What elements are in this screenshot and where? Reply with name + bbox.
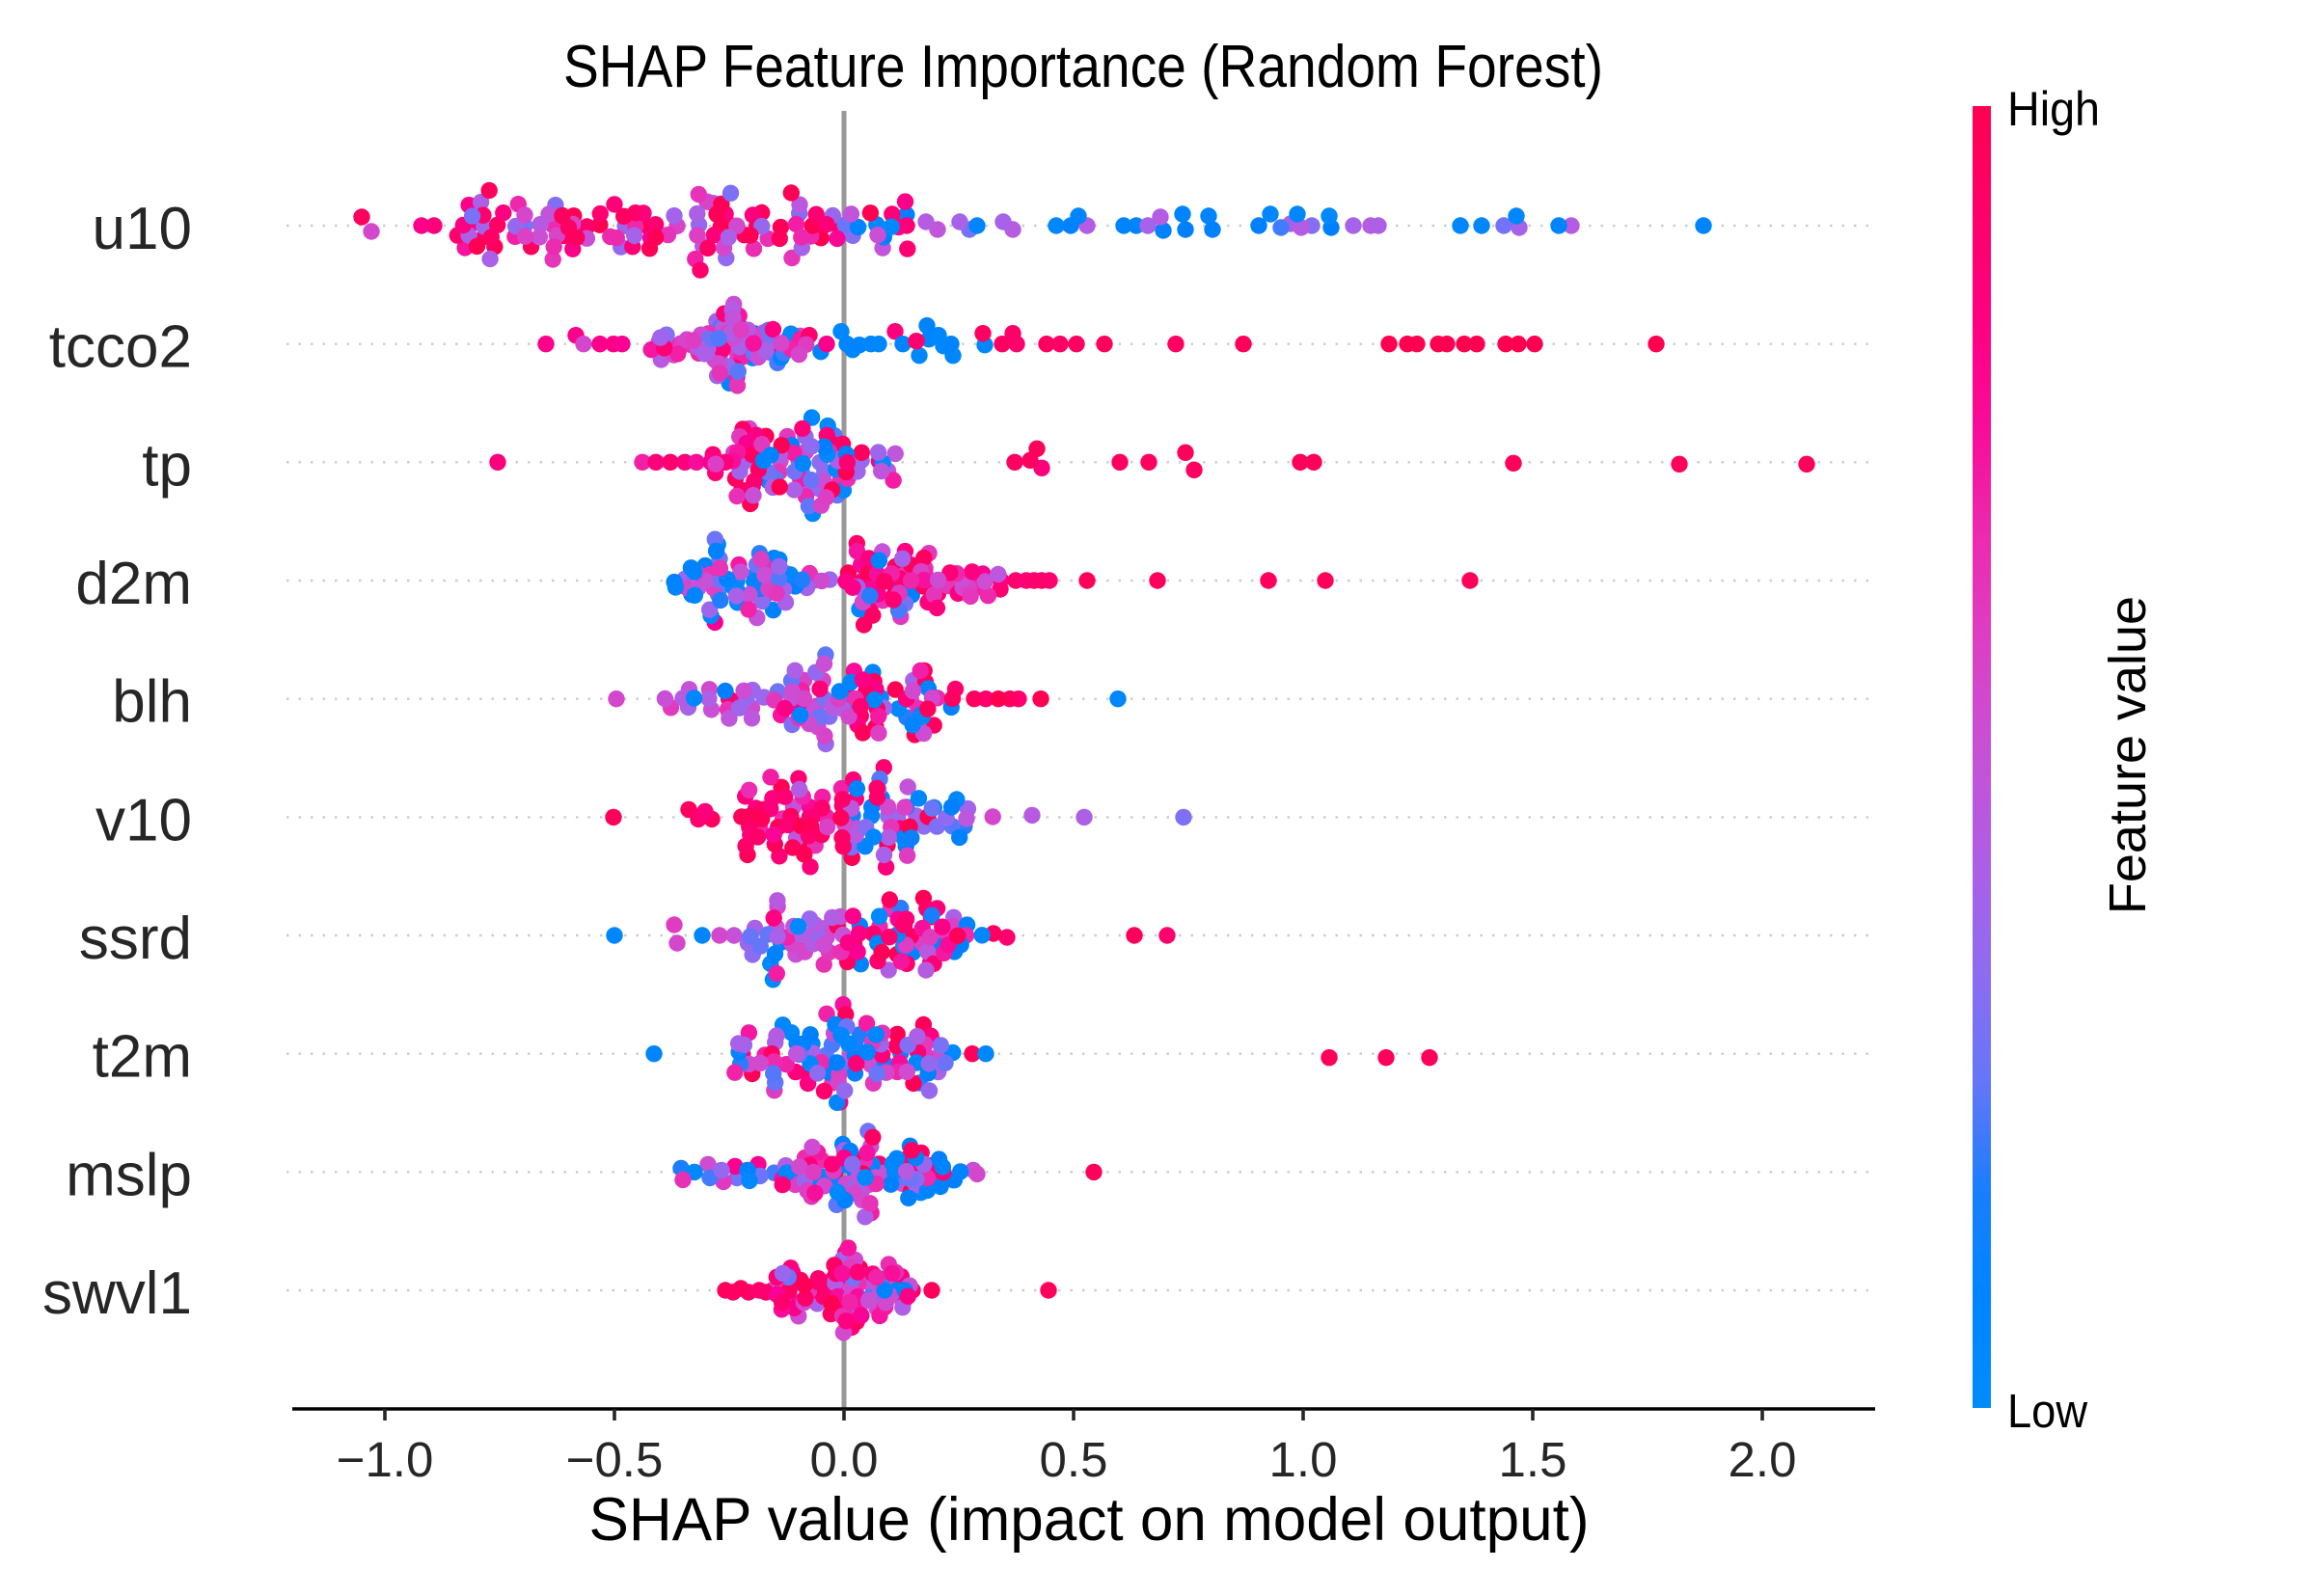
svg-text:SHAP value (impact on model ou: SHAP value (impact on model output)	[589, 1486, 1590, 1554]
svg-text:t2m: t2m	[93, 1024, 192, 1091]
svg-text:u10: u10	[93, 196, 192, 262]
svg-text:d2m: d2m	[75, 551, 192, 617]
svg-text:−1.0: −1.0	[337, 1432, 434, 1487]
svg-text:1.0: 1.0	[1269, 1432, 1338, 1487]
svg-text:tp: tp	[142, 432, 192, 499]
svg-text:swvl1: swvl1	[42, 1260, 192, 1327]
svg-text:High: High	[2007, 82, 2100, 136]
svg-text:ssrd: ssrd	[79, 906, 192, 972]
svg-text:1.5: 1.5	[1499, 1432, 1567, 1487]
svg-text:Low: Low	[2007, 1386, 2088, 1438]
svg-text:0.0: 0.0	[810, 1432, 879, 1487]
svg-text:0.5: 0.5	[1040, 1432, 1108, 1487]
svg-text:mslp: mslp	[66, 1142, 192, 1208]
svg-text:−0.5: −0.5	[566, 1432, 664, 1487]
svg-text:v10: v10	[95, 787, 192, 853]
svg-text:blh: blh	[112, 669, 192, 736]
svg-text:SHAP Feature Importance (Rando: SHAP Feature Importance (Random Forest)	[563, 34, 1603, 100]
svg-text:Feature value: Feature value	[2099, 596, 2157, 914]
svg-text:tcco2: tcco2	[49, 314, 192, 381]
svg-text:2.0: 2.0	[1729, 1432, 1797, 1487]
